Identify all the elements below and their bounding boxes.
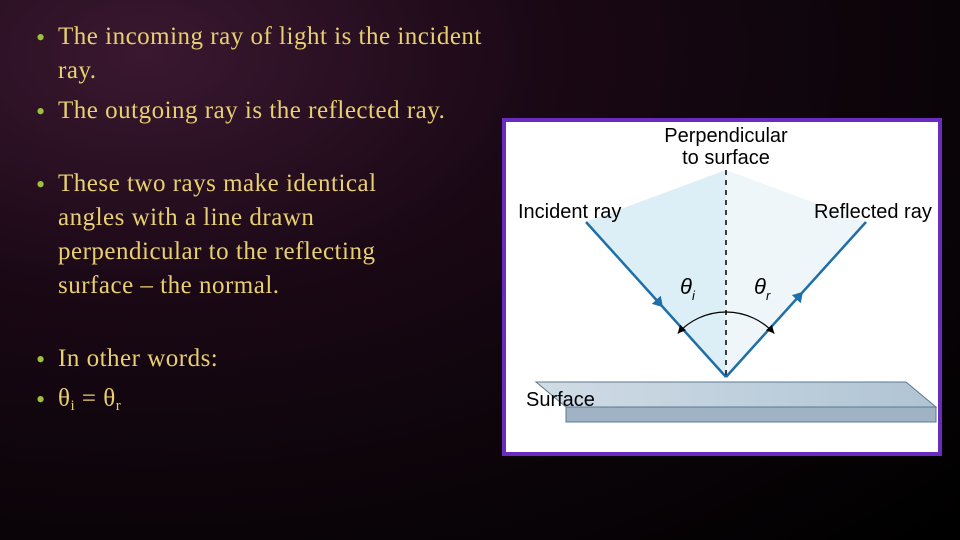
bullet-list: The incoming ray of light is the inciden… [30, 20, 510, 127]
theta-r-sub: r [116, 398, 122, 414]
bullet-list-2: These two rays make identical angles wit… [30, 167, 510, 302]
svg-text:Incident ray: Incident ray [518, 201, 621, 223]
reflection-diagram: Perpendicularto surface Incident ray Refle… [502, 118, 942, 456]
slide: The incoming ray of light is the inciden… [0, 0, 960, 540]
bullet-list-3: In other words: θi = θr [30, 342, 510, 416]
equals-theta-r: = θ [75, 385, 116, 412]
theta-i-symbol: θ [58, 385, 70, 412]
svg-text:Surface: Surface [526, 389, 595, 411]
diagram-svg: Perpendicularto surface Incident ray Refle… [506, 122, 938, 452]
bullet-1: The incoming ray of light is the inciden… [30, 20, 510, 88]
svg-text:Reflected ray: Reflected ray [814, 201, 932, 223]
bullet-4: In other words: [30, 342, 510, 376]
bullet-3: These two rays make identical angles wit… [30, 167, 450, 302]
svg-text:Perpendicular: Perpendicular [664, 125, 788, 147]
bullet-2: The outgoing ray is the reflected ray. [30, 94, 510, 128]
text-column: The incoming ray of light is the inciden… [30, 20, 510, 422]
diagram-inner: Perpendicularto surface Incident ray Refle… [506, 122, 938, 452]
bullet-5-equation: θi = θr [30, 382, 510, 416]
svg-text:to surface: to surface [682, 147, 770, 169]
